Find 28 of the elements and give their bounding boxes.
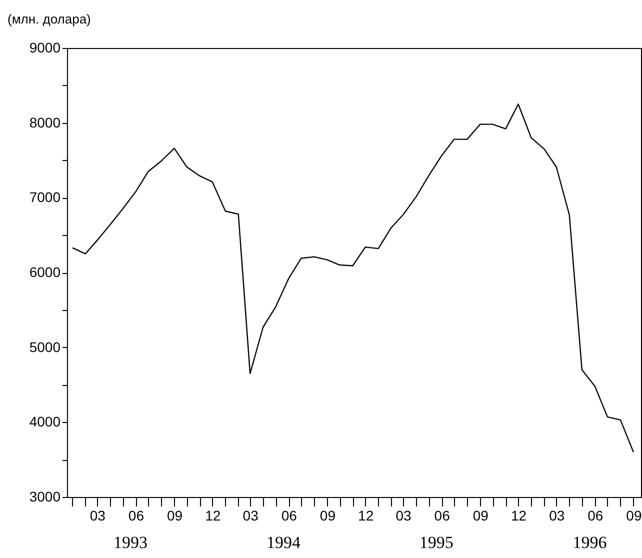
- y-tick-label: 7000: [29, 189, 61, 206]
- x-tick-label: 12: [205, 508, 221, 524]
- x-tick-label: 03: [549, 508, 565, 524]
- line-series: [72, 104, 634, 453]
- x-tick-label: 12: [358, 508, 374, 524]
- x-tick-label: 12: [510, 508, 527, 524]
- text: 1996: [572, 533, 607, 552]
- x-tick-label: 06: [434, 508, 450, 524]
- x-tick-label: 09: [626, 508, 642, 524]
- y-tick-label: 5000: [29, 338, 61, 355]
- x-tick-label: 06: [588, 508, 604, 524]
- y-tick-label: 9000: [29, 40, 61, 56]
- x-tick-label: 03: [242, 508, 259, 524]
- y-tick-label: 8000: [29, 114, 61, 130]
- y-axis-title: (млн. долара): [8, 12, 91, 26]
- x-tick-label: 09: [472, 508, 489, 524]
- y-tick-label: 3000: [29, 488, 61, 504]
- y-tick-label: 6000: [29, 264, 61, 280]
- x-tick-label: 09: [166, 508, 183, 524]
- x-tick-label: 09: [320, 508, 336, 524]
- text: 1995: [419, 533, 454, 552]
- x-tick-label: 03: [90, 508, 106, 524]
- x-tick-label: 06: [281, 508, 298, 524]
- text: 1994: [266, 533, 301, 552]
- x-tick-label: 03: [396, 508, 412, 524]
- text: 1993: [114, 533, 148, 552]
- y-tick-label: 4000: [29, 414, 61, 430]
- x-tick-label: 06: [128, 508, 144, 524]
